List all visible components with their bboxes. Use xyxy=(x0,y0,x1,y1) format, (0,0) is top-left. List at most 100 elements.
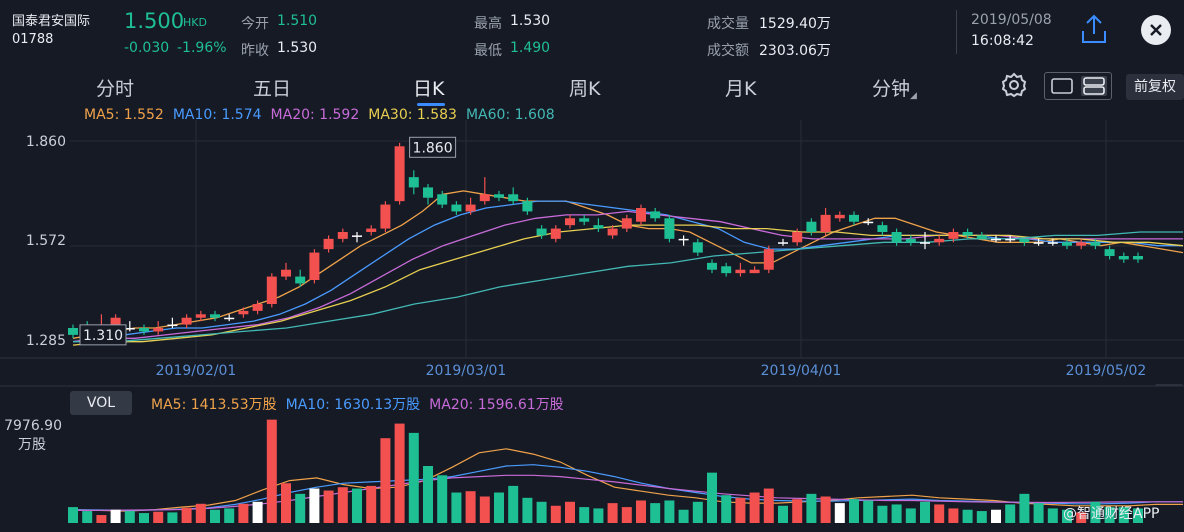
candle-body xyxy=(692,242,703,253)
candle-body xyxy=(82,328,93,332)
volume-bar xyxy=(309,488,320,523)
tab-monthly-k[interactable]: 月K xyxy=(725,78,757,100)
volume-bar xyxy=(224,508,235,523)
candle-body xyxy=(607,228,618,236)
min-marker-box xyxy=(79,324,127,346)
candle-body xyxy=(451,204,462,212)
volume-bar xyxy=(721,495,732,523)
volume-bar xyxy=(664,500,675,523)
volume-bar xyxy=(905,508,916,523)
candle-body xyxy=(153,328,164,332)
candle-body xyxy=(352,235,362,237)
chevron-updown-icon[interactable] xyxy=(1155,360,1183,386)
candle-body xyxy=(934,238,945,243)
turnover-label: 成交额 xyxy=(707,43,749,59)
turnover-value: 2303.06万 xyxy=(759,43,831,59)
ma-line-ma10 xyxy=(72,200,1183,343)
ma-line-ma5 xyxy=(72,190,1184,339)
volume-bar xyxy=(96,515,107,523)
ma-line-ma30 xyxy=(72,224,1184,346)
candle-body xyxy=(891,232,902,243)
close-icon[interactable] xyxy=(1141,15,1171,45)
quote-date: 2019/05/08 xyxy=(971,12,1052,28)
volume-bar xyxy=(153,511,164,523)
tab-five-day[interactable]: 五日 xyxy=(253,78,292,100)
volume-bar xyxy=(976,511,987,523)
volume-axis-unit: 万股 xyxy=(18,437,46,453)
volume-ma-line-ma5 xyxy=(72,448,1183,512)
ma-legend: MA5: 1.552 MA10: 1.574 MA20: 1.592 MA30: 1.… xyxy=(84,107,564,123)
price-adjust-button[interactable]: 前复权 xyxy=(1126,74,1184,100)
tab-weekly-k[interactable]: 周K xyxy=(569,78,601,100)
volume-bar xyxy=(820,496,831,523)
candle-body xyxy=(479,194,490,202)
candle-body xyxy=(1019,238,1030,243)
volume-bar xyxy=(408,432,419,523)
ma-legend-item: MA10: 1.574 xyxy=(172,107,262,123)
candle-body xyxy=(408,177,419,188)
volume-bar xyxy=(295,493,306,523)
ma-legend-item: MA5: 1.552 xyxy=(84,107,164,123)
volume-bar xyxy=(124,511,135,523)
candle-body xyxy=(281,269,291,277)
candle-body xyxy=(962,232,973,236)
volume-bar xyxy=(352,488,362,523)
date-axis-label: 2019/02/01 xyxy=(156,363,237,379)
candle-body xyxy=(707,262,717,270)
volume-bar xyxy=(323,490,334,523)
volume-bar xyxy=(778,505,788,523)
candle-body xyxy=(323,238,334,250)
tab-daily-k[interactable]: 日K xyxy=(413,78,445,100)
volume-bar xyxy=(1033,503,1044,523)
candle-body xyxy=(210,314,220,318)
candle-body xyxy=(749,269,760,274)
volume-bar xyxy=(423,466,433,523)
volume-bar xyxy=(167,512,178,523)
single-panel-icon[interactable] xyxy=(1049,76,1075,96)
volume-label: 成交量 xyxy=(707,16,749,32)
volume-bar xyxy=(337,487,348,523)
tab-minute-label: 分钟 xyxy=(872,78,911,100)
max-marker-box xyxy=(409,136,457,158)
candle-body xyxy=(337,232,348,239)
candle-body xyxy=(366,228,377,232)
price-axis-label: 1.285 xyxy=(26,333,66,349)
price-change: -0.030 xyxy=(124,40,170,56)
current-price: 1.500 xyxy=(124,9,185,33)
volume-bar xyxy=(678,509,689,523)
candle-body xyxy=(522,201,533,212)
candle-body xyxy=(68,328,78,335)
currency-label: HKD xyxy=(183,16,207,29)
volume-bar xyxy=(934,504,945,523)
candle-body xyxy=(550,228,561,239)
volume-ma-line-ma10 xyxy=(72,464,1183,512)
volume-bar xyxy=(82,511,93,523)
ma-line-ma60 xyxy=(73,231,1183,343)
date-axis-label: 2019/03/01 xyxy=(426,363,507,379)
candle-body xyxy=(508,194,519,202)
volume-bar xyxy=(948,508,959,523)
chart-grid xyxy=(0,120,1184,387)
date-axis-label: 2019/05/02 xyxy=(1066,363,1147,379)
ma-legend-item: MA60: 1.608 xyxy=(465,107,555,123)
volume-bar xyxy=(636,500,646,523)
candle-body xyxy=(1118,256,1129,260)
tab-minute[interactable]: 分钟◢ xyxy=(872,74,917,101)
watermark: @智通财经APP xyxy=(1063,506,1160,522)
share-icon[interactable] xyxy=(1080,13,1108,45)
volume-bar xyxy=(536,501,547,523)
volume-indicator-button[interactable]: VOL xyxy=(70,391,132,415)
candle-body xyxy=(181,317,192,325)
double-panel-icon[interactable] xyxy=(1081,76,1107,96)
ma-legend-item: MA20: 1.592 xyxy=(270,107,360,123)
gear-icon[interactable] xyxy=(1000,71,1028,99)
volume-bar xyxy=(991,509,1001,523)
volume-bar xyxy=(877,505,888,523)
candle-body xyxy=(423,187,433,198)
min-marker-label: 1.310 xyxy=(83,328,123,344)
volume-bar xyxy=(266,419,277,523)
tab-intraday[interactable]: 分时 xyxy=(96,78,135,100)
volume-bar xyxy=(281,483,291,523)
candle-body xyxy=(380,204,391,229)
volume-bar xyxy=(565,501,575,523)
